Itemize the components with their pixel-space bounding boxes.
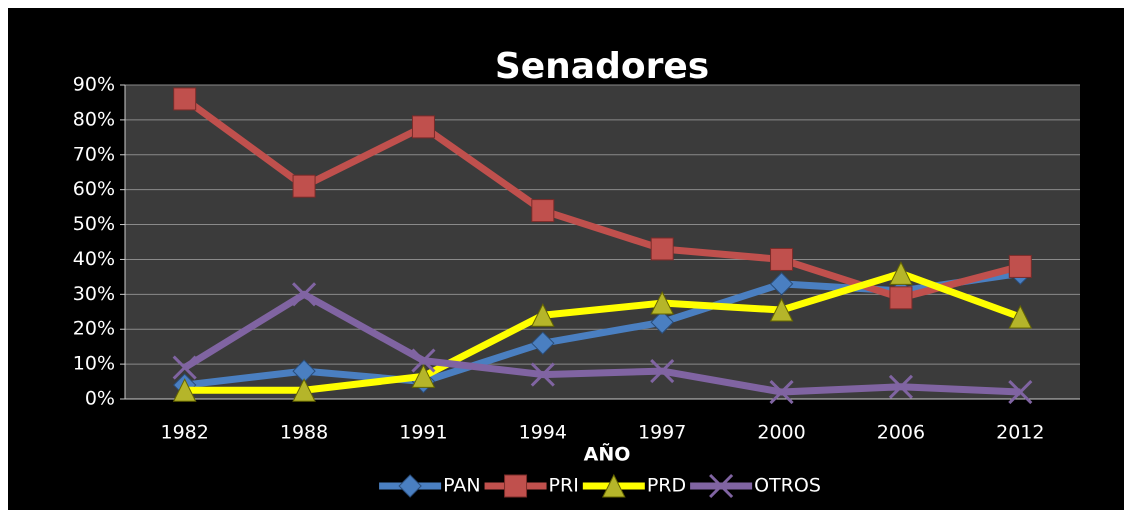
marker <box>530 362 555 387</box>
legend-marker <box>709 473 734 499</box>
marker <box>770 247 794 271</box>
marker <box>889 261 913 285</box>
marker <box>888 374 913 399</box>
marker <box>172 378 197 402</box>
legend-label: PRD <box>647 475 686 497</box>
marker <box>889 286 913 310</box>
marker <box>531 331 555 355</box>
marker <box>1008 304 1033 329</box>
y-tick-label: 50% <box>73 213 115 235</box>
marker <box>769 379 794 405</box>
series-line <box>182 96 1022 302</box>
y-tick-label: 40% <box>73 248 115 270</box>
x-axis-label: AÑO <box>584 442 631 466</box>
legend-marker <box>602 473 626 498</box>
x-tick-label: 1994 <box>519 422 567 444</box>
legend-label: PAN <box>443 475 480 497</box>
y-tick-label: 70% <box>73 143 115 165</box>
series-line <box>182 290 1021 396</box>
y-tick-label: 90% <box>73 74 115 96</box>
marker <box>411 364 436 388</box>
marker <box>172 355 197 380</box>
x-tick-label: 1997 <box>638 422 686 444</box>
y-tick-label: 10% <box>73 353 115 375</box>
x-tick-label: 2012 <box>996 422 1044 444</box>
marker <box>650 359 675 384</box>
marker <box>411 348 436 373</box>
y-tick-label: 0% <box>85 388 115 410</box>
x-tick-label: 2000 <box>757 422 805 444</box>
marker <box>769 297 794 322</box>
marker <box>769 272 794 296</box>
x-tick-label: 2006 <box>877 422 925 444</box>
x-tick-label: 1988 <box>280 422 328 444</box>
chart-title: Senadores <box>495 46 709 87</box>
marker <box>1008 254 1032 278</box>
marker <box>531 199 555 223</box>
series-line <box>184 269 1022 394</box>
marker <box>292 378 316 402</box>
marker <box>173 87 197 111</box>
marker <box>650 237 674 261</box>
legend-marker <box>504 474 528 498</box>
legend-label: PRI <box>549 475 579 497</box>
marker <box>292 174 316 198</box>
legend-marker <box>398 474 422 498</box>
marker <box>1008 379 1033 405</box>
marker <box>650 310 674 334</box>
marker <box>531 303 555 327</box>
y-tick-label: 30% <box>73 283 115 305</box>
x-tick-label: 1991 <box>399 422 447 444</box>
plot-area <box>125 85 1080 399</box>
marker <box>650 290 674 315</box>
marker <box>292 282 317 307</box>
marker <box>411 115 435 139</box>
y-tick-label: 60% <box>73 178 115 200</box>
y-tick-label: 80% <box>73 108 115 130</box>
legend-label: OTROS <box>754 475 821 497</box>
y-tick-label: 20% <box>73 318 115 340</box>
legend: PAN PRI PRD OTROS <box>379 473 821 499</box>
x-tick-label: 1982 <box>161 422 209 444</box>
